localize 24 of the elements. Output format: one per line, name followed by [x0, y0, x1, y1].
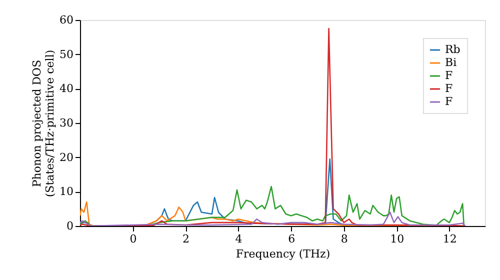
x-tick-label: 12 — [442, 232, 457, 246]
y-tick-label: 30 — [60, 116, 74, 130]
legend-label: F — [445, 69, 453, 82]
x-tick-label: 8 — [340, 232, 348, 246]
x-tick-label: 0 — [130, 232, 137, 246]
x-tick-label: 10 — [390, 232, 404, 246]
x-tick-label: 4 — [235, 232, 242, 246]
line-series — [80, 186, 466, 226]
y-tick-label: 50 — [60, 48, 74, 61]
y-tick-label: 10 — [60, 185, 74, 198]
y-axis-title: Phonon projected DOS (States/THz·primitive cell) — [30, 50, 57, 198]
y-tick-label: 0 — [66, 220, 74, 232]
line-series — [80, 28, 466, 226]
legend-label: F — [445, 82, 453, 95]
x-tick-label: 2 — [182, 232, 190, 246]
x-axis-title: Frequency (THz) — [236, 248, 330, 260]
y-tick-label: 40 — [60, 82, 74, 96]
y-tick-label: 60 — [60, 14, 74, 26]
x-tick-label: 6 — [288, 232, 296, 246]
legend-label: Rb — [445, 43, 460, 56]
legend-label: Bi — [445, 56, 458, 69]
y-tick-label: 20 — [60, 150, 74, 164]
legend-label: F — [445, 95, 453, 108]
line-series — [80, 212, 466, 226]
